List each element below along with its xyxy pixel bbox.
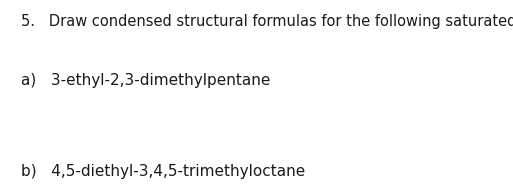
Text: 5.   Draw condensed structural formulas for the following saturated hydrocarbons: 5. Draw condensed structural formulas fo…	[21, 14, 513, 29]
Text: a)   3-ethyl-2,3-dimethylpentane: a) 3-ethyl-2,3-dimethylpentane	[21, 73, 270, 88]
Text: b)   4,5-diethyl-3,4,5-trimethyloctane: b) 4,5-diethyl-3,4,5-trimethyloctane	[21, 164, 305, 179]
